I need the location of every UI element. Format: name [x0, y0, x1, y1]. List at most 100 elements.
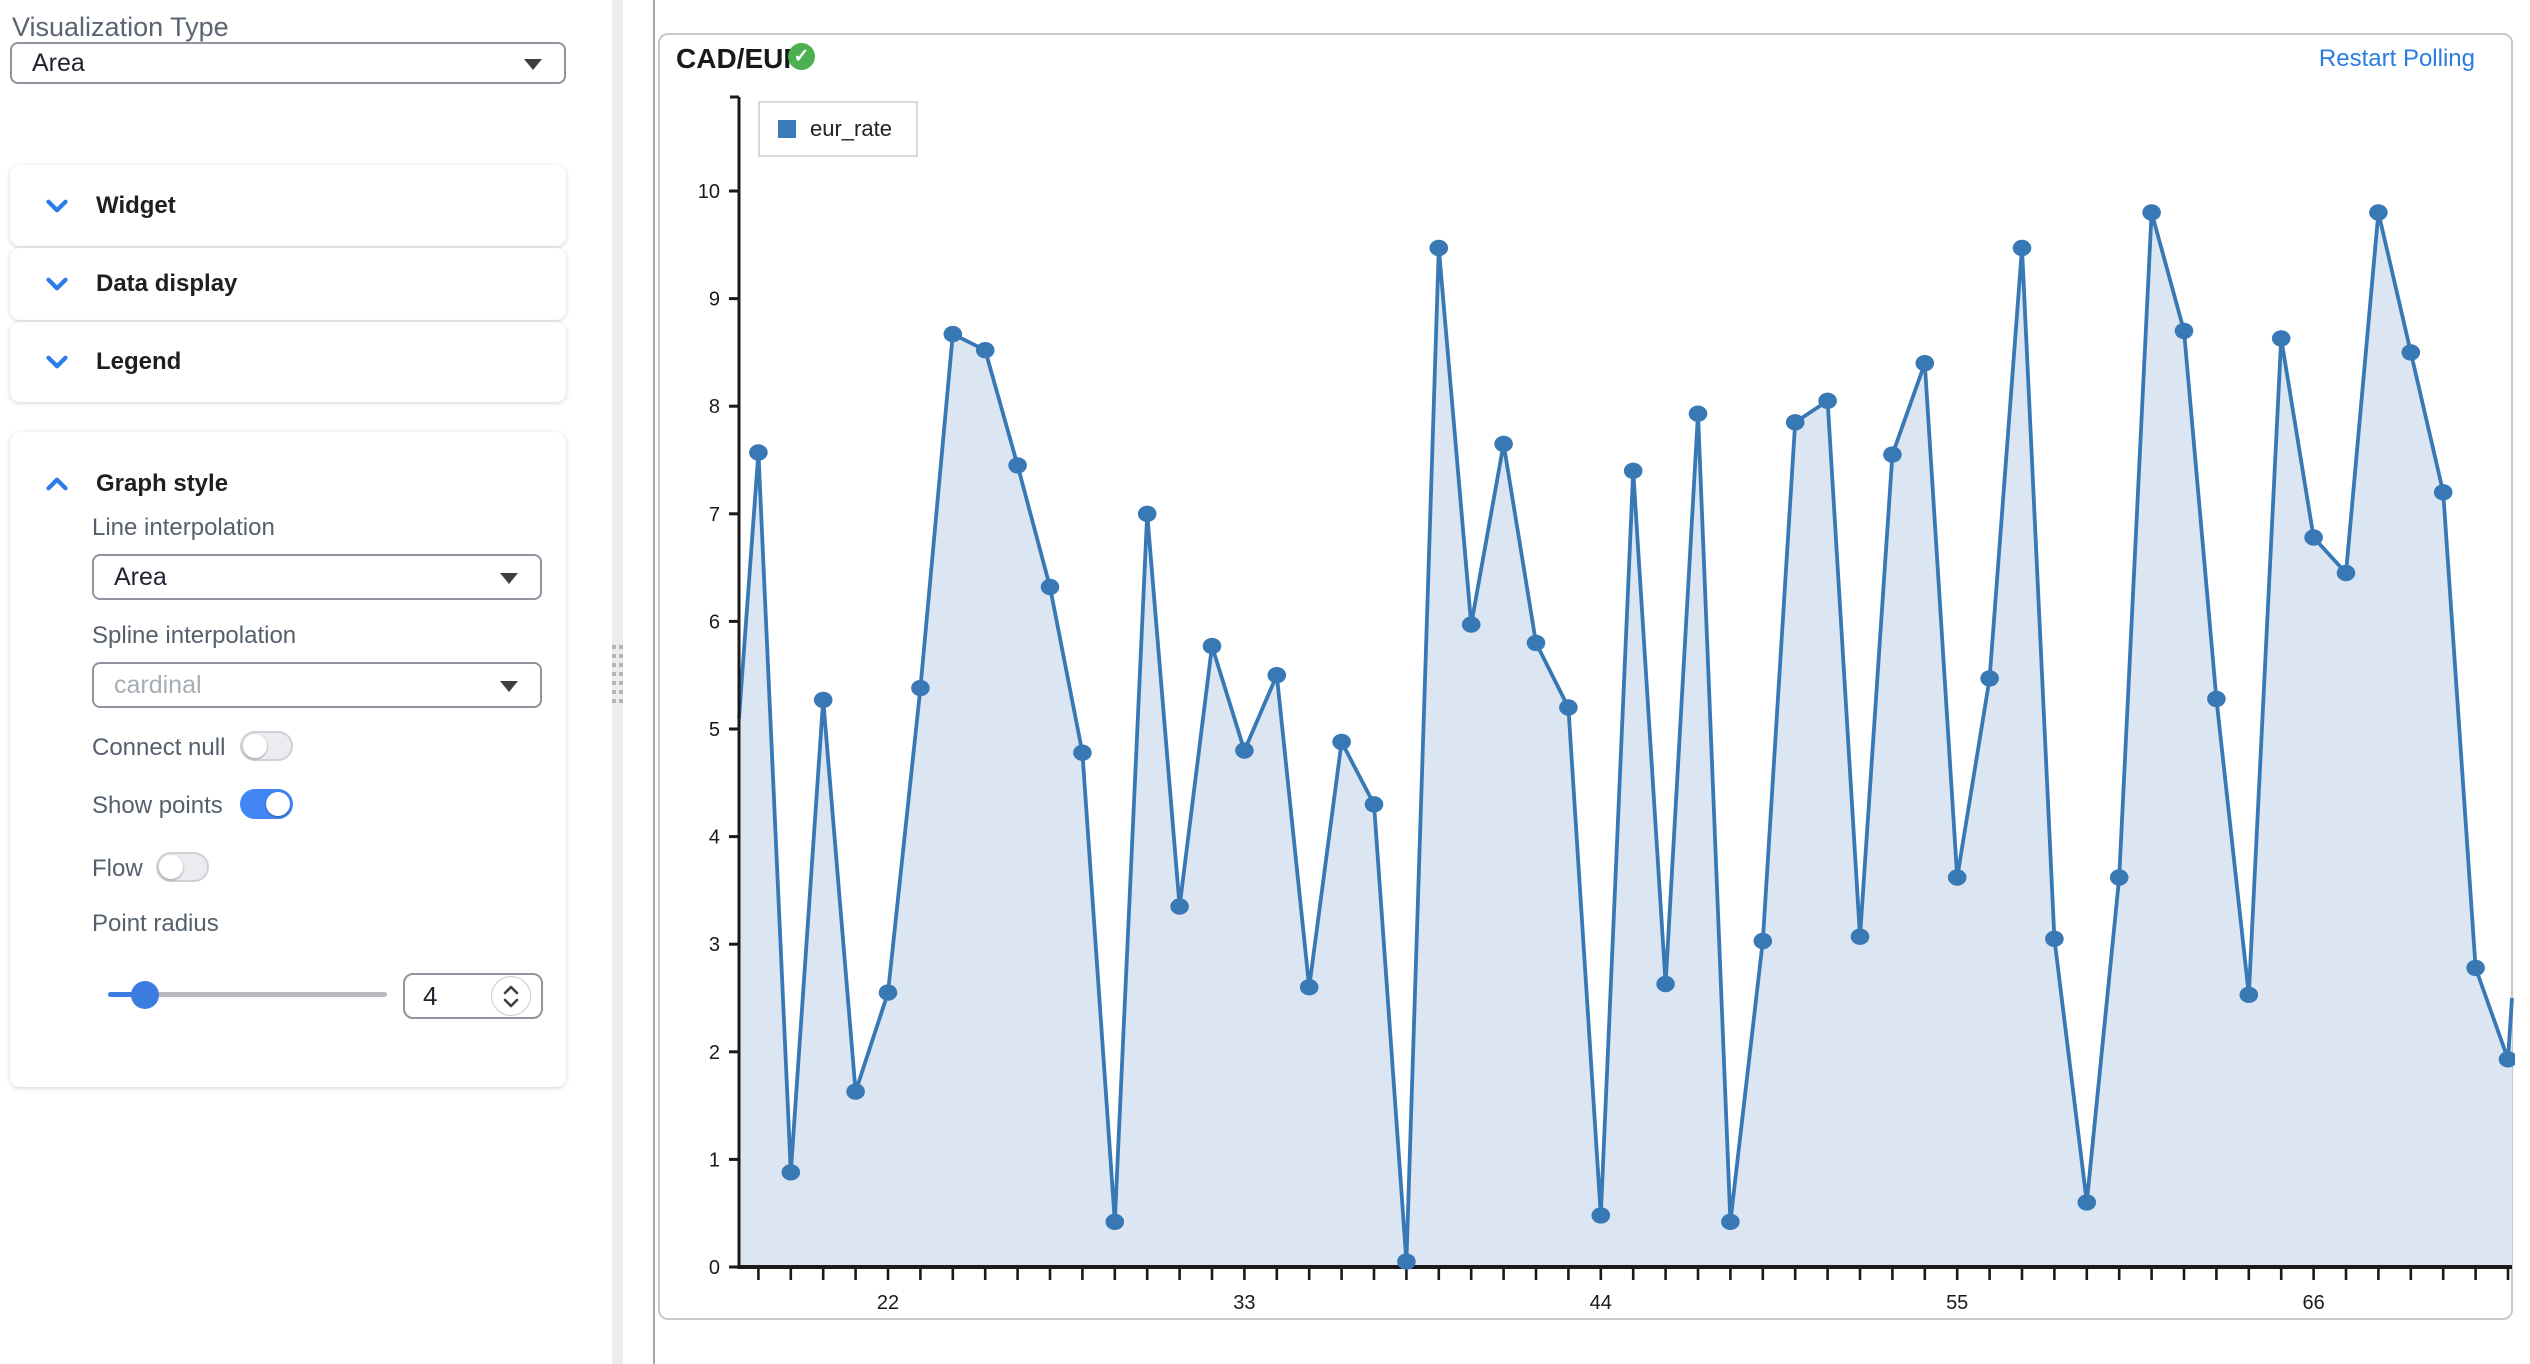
data-point[interactable]: [1980, 670, 1999, 687]
drag-handle-icon[interactable]: [612, 645, 623, 703]
chart-legend[interactable]: eur_rate: [758, 101, 918, 157]
pane-splitter[interactable]: [612, 0, 623, 1364]
data-point[interactable]: [1526, 634, 1546, 652]
visualization-type-label: Visualization Type: [12, 12, 229, 42]
data-point[interactable]: [781, 1164, 801, 1181]
data-point[interactable]: [1559, 699, 1578, 716]
accordion-data-display[interactable]: Data display: [10, 248, 566, 320]
data-point[interactable]: [1008, 457, 1027, 474]
accordion-graph-style-label: Graph style: [96, 470, 229, 497]
data-point[interactable]: [1494, 435, 1513, 453]
data-point[interactable]: [2401, 344, 2421, 361]
data-point[interactable]: [1818, 392, 1837, 409]
point-radius-label: Point radius: [92, 910, 219, 937]
data-point[interactable]: [1040, 578, 1060, 596]
data-point[interactable]: [1623, 462, 1643, 479]
data-point[interactable]: [1202, 637, 1222, 655]
data-point[interactable]: [1883, 446, 1902, 463]
data-point[interactable]: [1915, 355, 1935, 372]
y-tick-label: 1: [709, 1149, 720, 1171]
y-tick-label: 6: [709, 611, 720, 633]
point-radius-slider-handle[interactable]: [131, 981, 159, 1009]
y-tick-label: 9: [709, 289, 720, 311]
stepper-icon[interactable]: [491, 976, 531, 1016]
data-point[interactable]: [1656, 975, 1675, 993]
accordion-widget[interactable]: Widget: [10, 165, 566, 246]
data-point[interactable]: [1170, 898, 1189, 915]
accordion-legend-label: Legend: [96, 348, 182, 375]
data-point[interactable]: [813, 691, 833, 709]
line-interpolation-select[interactable]: Area: [92, 554, 542, 600]
spline-interpolation-label: Spline interpolation: [92, 622, 297, 649]
pane-divider: [653, 0, 655, 1364]
y-tick-label: 5: [709, 719, 720, 741]
data-point[interactable]: [2012, 239, 2032, 257]
data-point[interactable]: [2336, 564, 2356, 582]
data-point[interactable]: [2109, 869, 2129, 886]
accordion-data-display-header[interactable]: Data display: [10, 248, 566, 320]
data-point[interactable]: [2045, 930, 2064, 947]
spline-interpolation-select[interactable]: cardinal: [92, 662, 542, 708]
chevron-down-icon: [46, 277, 68, 291]
y-tick-label: 4: [709, 827, 720, 849]
data-point[interactable]: [2142, 204, 2161, 221]
data-point[interactable]: [2304, 529, 2323, 546]
data-point[interactable]: [1688, 405, 1708, 422]
data-point[interactable]: [2498, 1051, 2515, 1068]
point-radius-input[interactable]: 4: [403, 973, 543, 1019]
data-point[interactable]: [1137, 505, 1157, 522]
chevron-down-icon: [524, 59, 542, 70]
data-point[interactable]: [2369, 204, 2388, 221]
x-tick-label: 55: [1946, 1292, 1968, 1314]
data-point[interactable]: [2207, 690, 2226, 708]
chevron-down-icon: [46, 199, 68, 212]
data-point[interactable]: [1235, 742, 1254, 759]
data-point[interactable]: [878, 984, 898, 1001]
data-point[interactable]: [2077, 1194, 2097, 1211]
chevron-down-icon: [503, 998, 519, 1007]
data-point[interactable]: [749, 444, 768, 461]
accordion-widget-header[interactable]: Widget: [10, 165, 566, 246]
data-point[interactable]: [846, 1083, 865, 1100]
chevron-down-icon: [46, 355, 68, 369]
restart-polling-link[interactable]: Restart Polling: [2318, 45, 2475, 72]
data-point[interactable]: [1364, 796, 1384, 813]
data-point[interactable]: [1753, 932, 1773, 950]
accordion-legend-header[interactable]: Legend: [10, 322, 566, 402]
point-radius-slider-fill: [108, 992, 148, 997]
data-point[interactable]: [911, 679, 930, 697]
point-radius-slider-track[interactable]: [108, 992, 387, 997]
data-point[interactable]: [1073, 744, 1092, 761]
data-point[interactable]: [975, 342, 995, 359]
visualization-type-select[interactable]: Area: [10, 42, 566, 84]
data-point[interactable]: [1850, 928, 1870, 945]
data-point[interactable]: [943, 325, 963, 343]
data-point[interactable]: [1299, 979, 1319, 996]
data-point[interactable]: [2466, 959, 2485, 977]
data-point[interactable]: [1105, 1213, 1125, 1231]
accordion-legend[interactable]: Legend: [10, 322, 566, 402]
data-point[interactable]: [1721, 1213, 1740, 1231]
chevron-up-icon: [46, 477, 68, 491]
line-interpolation-value: Area: [114, 562, 167, 591]
data-point[interactable]: [1429, 239, 1449, 257]
data-point[interactable]: [1332, 733, 1351, 751]
show-points-toggle[interactable]: [240, 789, 293, 819]
data-point[interactable]: [2433, 484, 2453, 501]
data-point[interactable]: [2271, 330, 2291, 347]
data-point[interactable]: [1267, 667, 1287, 684]
visualization-type-value: Area: [32, 48, 85, 77]
accordion-data-display-label: Data display: [96, 270, 238, 297]
flow-toggle[interactable]: [156, 852, 209, 882]
accordion-graph-style-header[interactable]: Graph style: [10, 454, 566, 514]
data-point[interactable]: [1461, 616, 1481, 633]
data-point[interactable]: [1785, 414, 1805, 431]
data-point[interactable]: [1591, 1207, 1611, 1224]
data-point[interactable]: [2239, 986, 2259, 1003]
data-point[interactable]: [1397, 1253, 1416, 1270]
data-point[interactable]: [2174, 322, 2194, 340]
line-interpolation-label: Line interpolation: [92, 514, 275, 541]
data-point[interactable]: [1947, 869, 1967, 886]
connect-null-toggle[interactable]: [240, 731, 293, 761]
y-tick-label: 8: [709, 396, 720, 418]
